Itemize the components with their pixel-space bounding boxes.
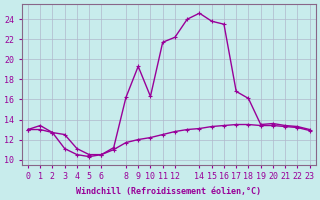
X-axis label: Windchill (Refroidissement éolien,°C): Windchill (Refroidissement éolien,°C)	[76, 187, 261, 196]
